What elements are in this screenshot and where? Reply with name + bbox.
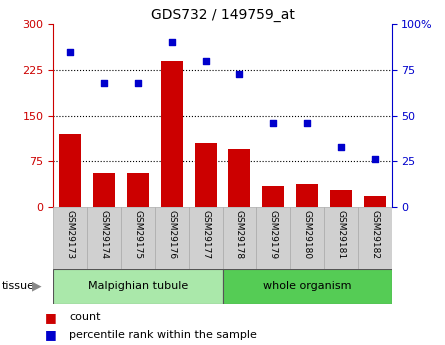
Text: ■: ■ [44,311,56,324]
Text: GSM29177: GSM29177 [201,210,210,259]
Text: ▶: ▶ [32,280,42,293]
Text: percentile rank within the sample: percentile rank within the sample [69,330,257,339]
Point [337,144,344,149]
Text: GSM29182: GSM29182 [370,210,379,259]
Bar [53,207,87,269]
Bar [256,207,290,269]
Text: tissue: tissue [2,282,35,291]
Bar [324,207,358,269]
Bar [194,143,217,207]
Text: GSM29181: GSM29181 [336,210,345,259]
Bar [228,149,251,207]
Bar [87,207,121,269]
Bar [358,207,392,269]
Bar [364,196,386,207]
Text: whole organism: whole organism [263,282,351,291]
Bar [290,207,324,269]
Bar [222,207,256,269]
Bar [93,174,115,207]
Bar [330,190,352,207]
Bar [121,207,155,269]
Text: GSM29174: GSM29174 [100,210,109,259]
Text: GSM29175: GSM29175 [134,210,142,259]
Bar [53,269,222,304]
Bar [222,269,392,304]
Point [371,157,378,162]
Text: Malpighian tubule: Malpighian tubule [88,282,188,291]
Point [168,40,175,45]
Text: GSM29180: GSM29180 [303,210,312,259]
Bar [262,186,284,207]
Text: ■: ■ [44,328,56,341]
Point [303,120,311,126]
Text: GSM29179: GSM29179 [269,210,278,259]
Text: count: count [69,313,101,322]
Point [134,80,142,86]
Point [236,71,243,76]
Point [101,80,108,86]
Bar [127,174,149,207]
Text: GSM29173: GSM29173 [66,210,75,259]
Title: GDS732 / 149759_at: GDS732 / 149759_at [150,8,295,22]
Bar [155,207,189,269]
Bar [189,207,222,269]
Text: GSM29176: GSM29176 [167,210,176,259]
Point [202,58,209,63]
Text: GSM29178: GSM29178 [235,210,244,259]
Bar [161,61,183,207]
Point [270,120,277,126]
Bar [296,184,318,207]
Bar [59,134,81,207]
Point [67,49,74,54]
